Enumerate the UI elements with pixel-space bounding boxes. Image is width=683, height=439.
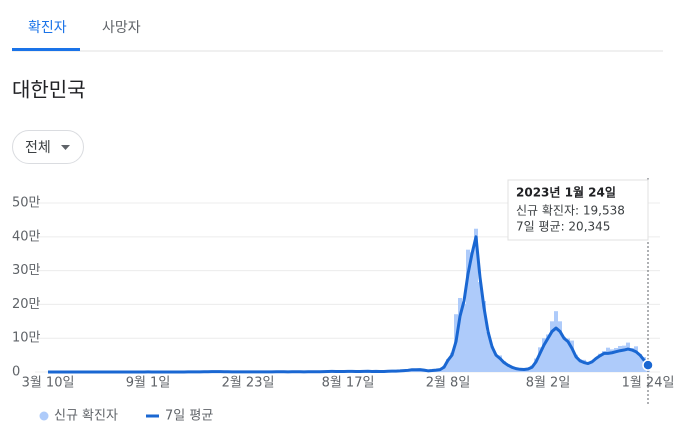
bar	[466, 249, 470, 372]
bar	[538, 347, 542, 372]
bar	[478, 282, 482, 372]
tooltip-title: 2023년 1월 24일	[516, 185, 616, 200]
bar	[602, 351, 606, 372]
bar	[486, 332, 490, 372]
legend-label: 신규 확진자	[54, 409, 118, 424]
bar	[606, 347, 610, 372]
bar	[534, 358, 538, 372]
bar	[586, 362, 590, 372]
plot: 0 10만 20만 30만 40만 50만 3월 10일 9월 1일 2월 23일 8월 17일 2…	[12, 178, 674, 424]
bar	[558, 321, 562, 372]
y-tick-label: 0	[12, 365, 20, 380]
tab-cases[interactable]: 확진자	[28, 20, 67, 36]
dropdown-arrow	[61, 145, 70, 150]
bar	[626, 342, 630, 372]
bar	[498, 355, 502, 372]
bar	[470, 252, 474, 372]
hover-dot	[642, 359, 654, 371]
bar	[562, 336, 566, 372]
x-tick-label: 8월 17일	[322, 376, 375, 391]
tooltip	[507, 179, 649, 241]
y-tick-label: 50만	[12, 196, 41, 211]
bar	[582, 359, 586, 372]
x-tick-label: 9월 1일	[126, 376, 171, 391]
bar	[554, 311, 558, 372]
bar	[570, 340, 574, 372]
bar	[574, 354, 578, 372]
bar	[594, 357, 598, 372]
bar	[546, 334, 550, 372]
filter-dropdown[interactable]	[12, 130, 84, 164]
bar	[638, 354, 642, 372]
y-tick-label: 10만	[12, 331, 41, 346]
legend-label: 7일 평균	[165, 409, 213, 424]
bar	[490, 346, 494, 372]
bar	[614, 348, 618, 372]
y-tick-label: 40만	[12, 229, 41, 244]
bar	[462, 303, 466, 372]
bar	[634, 346, 638, 372]
tab-indicator	[12, 48, 80, 51]
bar	[542, 338, 546, 372]
tab-deaths[interactable]: 사망자	[102, 20, 141, 36]
y-tick-label: 20만	[12, 297, 41, 312]
tooltip-line: 신규 확진자: 19,538	[516, 204, 625, 218]
bar	[474, 228, 478, 372]
bar	[578, 359, 582, 372]
bar	[618, 345, 622, 372]
bar	[446, 359, 450, 372]
bar	[458, 297, 462, 372]
bar	[630, 348, 634, 372]
region-title: 대한민국	[12, 78, 86, 102]
x-tick-label: 2월 8일	[426, 376, 471, 391]
x-tick-label: 3월 10일	[22, 376, 75, 391]
bar	[506, 364, 510, 372]
bar	[482, 301, 486, 372]
bar	[610, 349, 614, 372]
bar	[550, 321, 554, 372]
bar	[510, 367, 514, 372]
bar	[590, 360, 594, 372]
bar	[494, 354, 498, 372]
filter-label[interactable]: 전체	[25, 140, 51, 156]
average-line	[47, 235, 650, 374]
legend-swatch	[39, 411, 49, 421]
bar	[566, 338, 570, 372]
tooltip-line: 7일 평균: 20,345	[516, 220, 610, 234]
bar	[502, 361, 506, 372]
x-tick-label: 8월 2일	[526, 376, 571, 391]
x-tick-label: 2월 23일	[222, 376, 275, 391]
y-tick-label: 30만	[12, 263, 41, 278]
bar	[622, 345, 626, 372]
bar	[450, 352, 454, 372]
bar	[598, 353, 602, 372]
